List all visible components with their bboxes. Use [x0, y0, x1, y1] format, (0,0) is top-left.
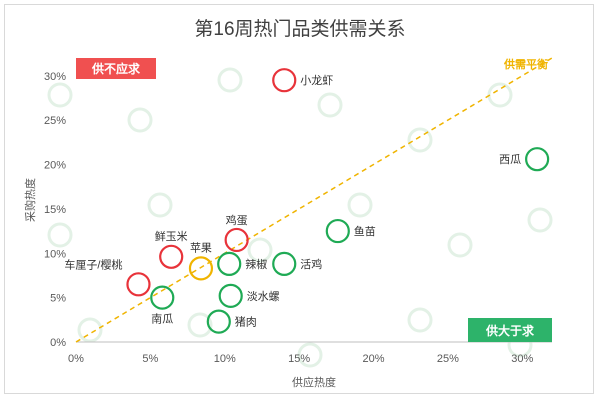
- y-tick-label: 30%: [44, 71, 66, 83]
- badge-demand-exceeds-label: 供不应求: [91, 61, 141, 76]
- watermark-logo-icon: [447, 232, 473, 258]
- data-point-marker: [224, 227, 249, 253]
- watermark-logo-icon: [77, 317, 103, 343]
- data-point-label: 西瓜: [499, 154, 521, 166]
- watermark-logo-icon: [407, 307, 433, 333]
- data-point-label: 小龙虾: [300, 74, 333, 87]
- data-point-label: 淡水螺: [247, 290, 280, 303]
- x-axis-label: 供应热度: [292, 375, 336, 389]
- data-point-label: 南瓜: [151, 313, 173, 326]
- x-tick-label: 25%: [437, 353, 459, 365]
- y-axis-label: 采购热度: [23, 178, 37, 222]
- chart-title: 第16周热门品类供需关系: [194, 19, 406, 40]
- x-tick-label: 15%: [288, 353, 310, 365]
- badge-supply-exceeds: [468, 318, 552, 342]
- data-point-marker: [272, 68, 297, 93]
- y-tick-label: 0%: [50, 337, 66, 349]
- watermark-logo-icon: [347, 192, 373, 218]
- watermark-logo-icon: [247, 237, 273, 263]
- y-tick-label: 15%: [44, 204, 66, 216]
- data-point-marker: [272, 251, 297, 276]
- data-point-label: 苹果: [190, 240, 212, 254]
- badge-supply-exceeds-label: 供大于求: [485, 323, 535, 338]
- data-point-marker: [159, 244, 184, 269]
- data-point-marker: [126, 272, 151, 297]
- watermark-logo-icon: [47, 82, 73, 108]
- balance-line: [75, 57, 553, 343]
- watermark-logo-icon: [297, 342, 323, 368]
- balance-line-label: 供需平衡: [503, 57, 548, 71]
- watermark-logo-icon: [127, 107, 153, 133]
- watermark-logo-icon: [487, 82, 513, 108]
- data-point-label: 猪肉: [235, 316, 257, 329]
- badge-demand-exceeds: [76, 58, 156, 79]
- data-point-label: 车厘子/樱桃: [64, 257, 122, 271]
- watermark-logo-icon: [147, 192, 173, 218]
- data-point-label: 活鸡: [300, 257, 322, 271]
- data-point-label: 鸡蛋: [226, 213, 248, 227]
- data-point-marker: [525, 147, 550, 172]
- x-tick-label: 0%: [68, 353, 84, 365]
- watermark-logo-icon: [217, 67, 243, 93]
- data-point-label: 鱼苗: [354, 224, 376, 238]
- watermark-logo-icon: [407, 127, 433, 153]
- watermark-logo-icon: [47, 222, 73, 248]
- data-point-marker: [150, 285, 175, 310]
- y-tick-label: 5%: [50, 293, 66, 305]
- x-tick-label: 20%: [362, 353, 384, 365]
- data-point-label: 鲜玉米: [155, 229, 188, 243]
- watermark-logo-icon: [187, 312, 213, 338]
- y-tick-label: 25%: [44, 115, 66, 127]
- data-point-marker: [218, 283, 243, 308]
- watermark-logo-icon: [527, 207, 553, 233]
- x-tick-label: 30%: [511, 353, 533, 365]
- y-tick-label: 10%: [44, 248, 66, 260]
- data-point-marker: [325, 218, 350, 244]
- y-tick-label: 20%: [44, 160, 66, 172]
- data-point-marker: [188, 256, 214, 281]
- x-tick-label: 5%: [142, 353, 158, 365]
- data-point-marker: [217, 251, 242, 276]
- data-point-marker: [206, 309, 231, 334]
- watermark-logo-icon: [317, 92, 343, 118]
- x-tick-label: 10%: [214, 353, 236, 365]
- data-point-label: 辣椒: [245, 257, 267, 271]
